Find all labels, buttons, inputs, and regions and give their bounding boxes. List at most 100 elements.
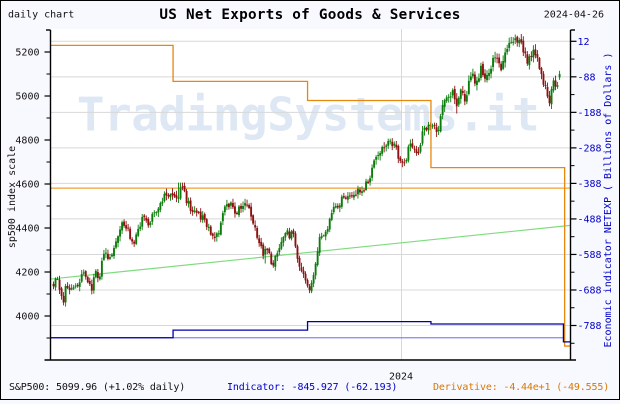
candle-body <box>336 205 339 208</box>
candle-body <box>524 51 527 54</box>
candle-body <box>117 236 119 243</box>
candle-body <box>421 131 424 144</box>
candle-body <box>550 89 553 105</box>
candle-body <box>84 271 87 277</box>
candle-body <box>473 74 476 84</box>
candle-body <box>532 49 535 58</box>
candle-body <box>90 283 93 291</box>
candle-body <box>477 78 480 82</box>
left-axis-tick-label: 4600 <box>15 180 39 191</box>
candle-body <box>193 210 196 212</box>
candle-body <box>74 285 77 287</box>
candle-body <box>488 72 490 76</box>
candle-body <box>312 275 315 284</box>
candle-body <box>314 263 317 276</box>
candle-body <box>387 141 390 146</box>
candle-body <box>484 73 486 79</box>
candle-body <box>548 95 551 104</box>
candle-body <box>252 215 255 224</box>
candle-body <box>449 96 452 98</box>
candle-body <box>86 277 89 283</box>
candle-body <box>397 145 400 159</box>
candle-body <box>284 233 287 238</box>
candle-body <box>542 73 545 85</box>
candle-body <box>123 221 126 226</box>
candle-body <box>326 229 329 232</box>
candle-body <box>520 39 523 43</box>
candle-body <box>229 202 232 206</box>
candle-body <box>294 233 297 247</box>
candle-body <box>340 196 343 207</box>
candle-body <box>209 226 212 235</box>
candle-body <box>486 74 488 81</box>
candle-body <box>161 201 164 204</box>
candle-body <box>324 231 327 237</box>
candle-body <box>415 149 418 154</box>
watermark: TradingSystems.it <box>77 88 539 142</box>
candle-body <box>177 197 180 199</box>
candle-body <box>469 76 472 81</box>
candle-body <box>244 203 247 206</box>
candle-body <box>461 91 464 93</box>
candle-body <box>496 57 499 59</box>
left-axis-tick-label: 4200 <box>15 268 39 279</box>
candle-body <box>346 196 349 200</box>
candle-body <box>147 219 150 226</box>
candle-body <box>238 206 240 216</box>
candle-body <box>149 222 152 225</box>
page-title: US Net Exports of Goods & Services <box>159 7 460 23</box>
candle-body <box>217 233 220 235</box>
candle-body <box>262 244 265 256</box>
candle-body <box>330 213 333 220</box>
candle-body <box>100 260 103 277</box>
candle-body <box>199 211 202 220</box>
candle-body <box>431 125 434 127</box>
candle-body <box>409 143 412 147</box>
candle-body <box>240 206 242 209</box>
candle-body <box>544 84 547 87</box>
left-axis-tick-label: 5000 <box>15 92 39 103</box>
candle-body <box>373 160 376 168</box>
candle-body <box>254 224 257 228</box>
candle-body <box>407 146 410 161</box>
candle-body <box>300 267 303 271</box>
candle-body <box>475 80 478 86</box>
candle-body <box>552 80 555 91</box>
candle-body <box>437 129 440 131</box>
candle-body <box>530 56 533 57</box>
candle-body <box>308 286 311 291</box>
candle-body <box>377 155 380 156</box>
right-axis-title: Economic indicator NETEXP ( Billions of … <box>603 52 614 347</box>
candle-body <box>111 254 113 257</box>
candle-body <box>187 201 190 204</box>
candle-body <box>298 257 301 267</box>
candle-body <box>256 228 259 238</box>
candle-body <box>181 186 184 188</box>
candle-body <box>58 279 61 290</box>
candle-body <box>558 74 561 78</box>
candle-body <box>133 241 136 244</box>
left-axis-tick-label: 5200 <box>15 48 39 59</box>
right-axis-tick-label: -288 <box>578 143 602 154</box>
indicator-step-line <box>50 44 571 347</box>
candle-body <box>554 80 557 87</box>
candle-body <box>205 219 208 227</box>
candle-body <box>413 148 416 150</box>
candle-body <box>211 233 214 236</box>
candle-body <box>498 57 501 64</box>
candle-body <box>322 235 325 237</box>
candle-body <box>302 270 305 275</box>
candle-body <box>232 203 234 208</box>
candle-body <box>145 217 148 221</box>
candle-body <box>173 193 176 197</box>
candle-body <box>357 188 359 195</box>
right-axis-tick-label: -188 <box>578 108 602 119</box>
candle-body <box>215 233 218 237</box>
candlestick-series <box>52 33 561 307</box>
candle-body <box>399 157 402 161</box>
candle-body <box>344 197 347 199</box>
candle-body <box>401 161 404 163</box>
candle-body <box>363 190 365 192</box>
left-axis-tick-labels: 5200 5000 4800 4600 4400 4200 4000 <box>15 48 39 323</box>
candle-body <box>306 280 309 286</box>
